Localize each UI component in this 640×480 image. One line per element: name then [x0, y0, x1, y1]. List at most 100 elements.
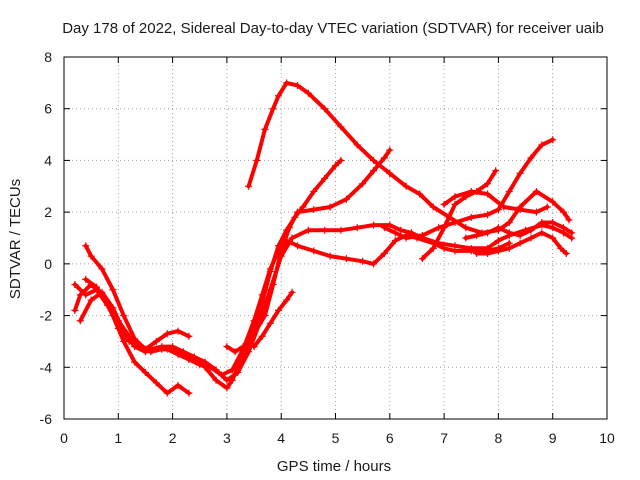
data-point	[82, 291, 90, 299]
data-point	[549, 198, 557, 206]
x-tick-label: 8	[495, 430, 503, 446]
data-point	[391, 229, 399, 237]
data-point	[467, 213, 475, 221]
data-point	[440, 200, 448, 208]
data-point	[283, 296, 291, 304]
data-point	[250, 317, 258, 325]
data-point	[484, 190, 492, 198]
data-point	[391, 237, 399, 245]
data-point	[304, 89, 312, 97]
data-point	[429, 203, 437, 211]
data-point	[516, 239, 524, 247]
series-line	[72, 282, 191, 396]
data-point	[565, 216, 573, 224]
data-point	[386, 221, 394, 229]
data-point	[250, 343, 258, 351]
data-point	[179, 348, 187, 356]
data-point	[196, 361, 204, 369]
data-point	[380, 224, 388, 232]
data-point	[274, 92, 282, 100]
data-point	[527, 154, 535, 162]
data-point	[223, 384, 231, 392]
x-tick-label: 6	[386, 430, 394, 446]
data-series	[462, 218, 576, 242]
data-point	[253, 156, 261, 164]
data-point	[93, 283, 101, 291]
data-point	[337, 123, 345, 131]
data-point	[169, 343, 177, 351]
data-point	[359, 180, 367, 188]
data-series	[250, 288, 296, 351]
data-point	[516, 206, 524, 214]
data-point	[467, 244, 475, 252]
data-point	[516, 169, 524, 177]
data-point	[141, 368, 149, 376]
data-point	[484, 250, 492, 258]
data-point	[87, 296, 95, 304]
data-point	[266, 265, 274, 273]
tick-labels: 0 1 2 3 4 5 6 7 8 9 10 -6 -4 -2 0 2 4 6 8	[40, 49, 615, 446]
x-tick-label: 9	[549, 430, 557, 446]
data-series	[76, 231, 513, 379]
data-point	[370, 221, 378, 229]
data-point	[250, 330, 258, 338]
data-point	[484, 211, 492, 219]
data-point	[283, 79, 291, 87]
data-point	[310, 247, 318, 255]
data-point	[158, 343, 166, 351]
data-point	[527, 234, 535, 242]
series-line	[474, 230, 569, 256]
data-series	[82, 242, 193, 353]
y-tick-label: 6	[44, 101, 52, 117]
data-point	[152, 337, 160, 345]
data-point	[152, 379, 160, 387]
data-point	[494, 247, 502, 255]
data-point	[231, 348, 239, 356]
series-line	[83, 223, 574, 383]
chart-title: Day 178 of 2022, Sidereal Day-to-day VTE…	[62, 20, 604, 37]
data-point	[185, 356, 193, 364]
series-line	[224, 148, 392, 354]
y-tick-label: -2	[40, 308, 53, 324]
data-point	[429, 244, 437, 252]
data-point	[147, 345, 155, 353]
data-point	[293, 208, 301, 216]
series-line	[246, 80, 422, 196]
x-axis-label: GPS time / hours	[277, 458, 391, 475]
data-point	[274, 306, 282, 314]
data-point	[293, 242, 301, 250]
data-series	[473, 229, 570, 258]
data-point	[451, 242, 459, 250]
data-point	[494, 206, 502, 214]
x-tick-label: 5	[332, 430, 340, 446]
data-point	[500, 203, 508, 211]
data-point	[310, 187, 318, 195]
series-line	[78, 233, 512, 377]
data-point	[269, 281, 277, 289]
data-point	[568, 229, 576, 237]
data-point	[337, 156, 345, 164]
data-point	[557, 244, 565, 252]
data-series	[71, 156, 345, 392]
data-point	[532, 208, 540, 216]
data-point	[386, 169, 394, 177]
data-series	[380, 136, 557, 242]
data-point	[451, 200, 459, 208]
data-point	[120, 312, 128, 320]
data-point	[293, 81, 301, 89]
x-tick-label: 2	[169, 430, 177, 446]
data-point	[76, 317, 84, 325]
y-tick-label: 2	[44, 204, 52, 220]
data-point	[543, 203, 551, 211]
data-point	[321, 105, 329, 113]
data-point	[560, 208, 568, 216]
data-point	[185, 389, 193, 397]
data-point	[538, 141, 546, 149]
data-point	[484, 229, 492, 237]
data-point	[304, 226, 312, 234]
data-point	[269, 105, 277, 113]
data-point	[402, 182, 410, 190]
y-tick-label: -4	[40, 359, 53, 375]
data-series	[440, 187, 551, 216]
data-point	[228, 366, 236, 374]
